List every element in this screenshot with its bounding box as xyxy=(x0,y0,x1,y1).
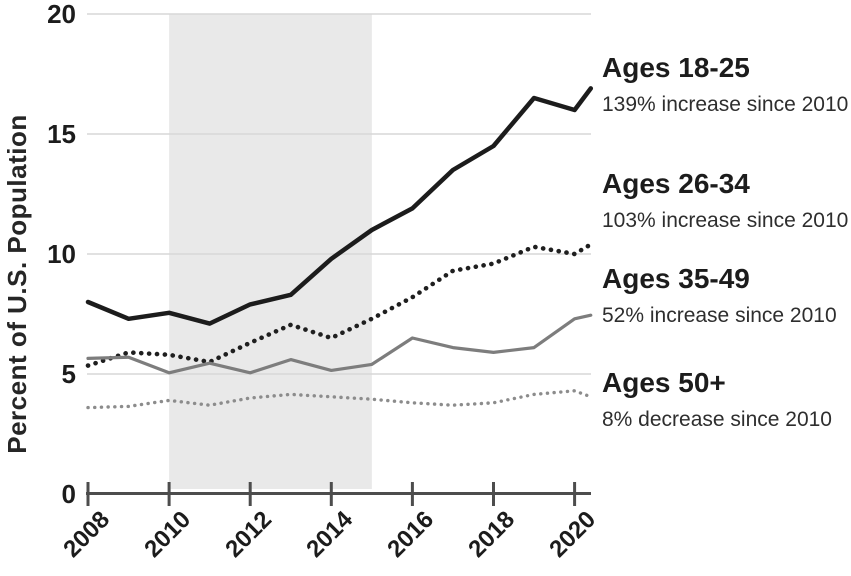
series-name: Ages 50+ xyxy=(602,367,726,398)
series-name: Ages 26-34 xyxy=(602,168,750,199)
legend-entry-ages-35-49: Ages 35-49 52% increase since 2010 xyxy=(602,263,851,328)
series-annotation: 52% increase since 2010 xyxy=(602,304,837,327)
series-name: Ages 35-49 xyxy=(602,263,750,294)
y-axis-title: Percent of U.S. Population xyxy=(2,114,32,454)
line-series-ages-18-25 xyxy=(85,86,594,326)
legend-entry-ages-50plus: Ages 50+ 8% decrease since 2010 xyxy=(602,367,851,432)
y-tick-label-10: 10 xyxy=(47,239,76,269)
line-series-ages-26-34 xyxy=(85,242,594,368)
y-tick-label-0: 0 xyxy=(61,479,76,509)
y-tick-label-15: 15 xyxy=(47,119,76,149)
series-annotation: 103% increase since 2010 xyxy=(602,209,849,232)
line-series-ages-35-49 xyxy=(86,313,593,375)
y-tick-label-5: 5 xyxy=(61,359,76,389)
series-annotation: 139% increase since 2010 xyxy=(602,93,849,116)
y-tick-label-20: 20 xyxy=(47,0,76,29)
series-name: Ages 18-25 xyxy=(602,52,750,83)
line-series-ages-50 xyxy=(86,389,593,410)
legend-entry-ages-18-25: Ages 18-25 139% increase since 2010 xyxy=(602,52,851,117)
legend-entry-ages-26-34: Ages 26-34 103% increase since 2010 xyxy=(602,168,851,233)
series-annotation: 8% decrease since 2010 xyxy=(602,408,832,431)
